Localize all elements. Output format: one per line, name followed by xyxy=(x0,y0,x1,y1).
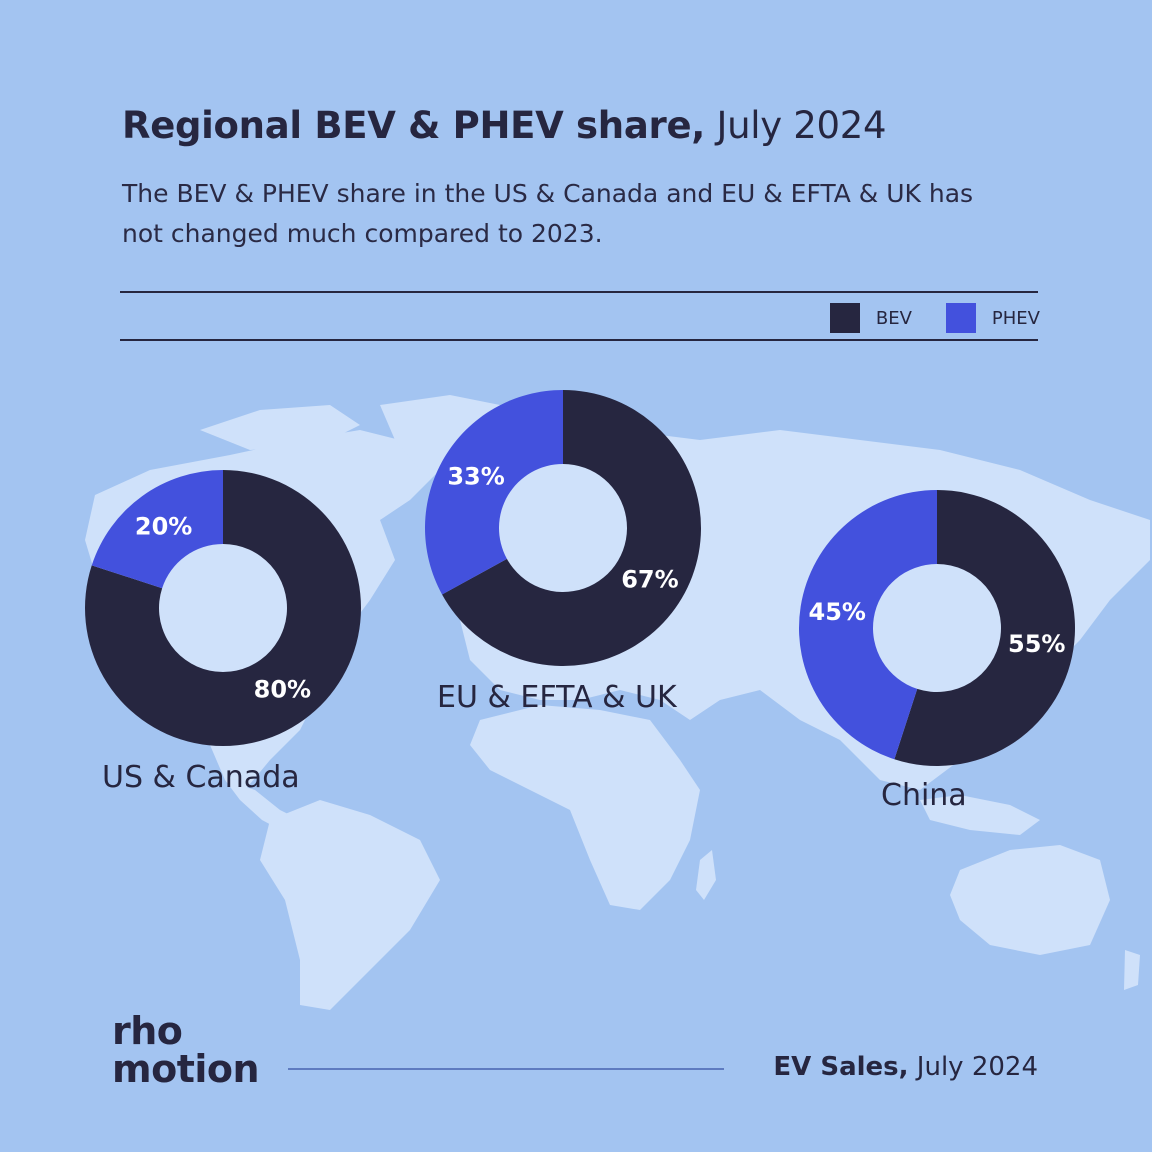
region-label-eu-efta-uk: EU & EFTA & UK xyxy=(437,680,677,715)
legend-item-phev: PHEV xyxy=(945,303,1040,333)
donut-slice-us-canada-phev xyxy=(91,470,223,589)
map-madagascar xyxy=(696,850,716,900)
donut-label-us-canada-phev: 20% xyxy=(135,512,192,540)
logo-line-1: rho xyxy=(112,1009,183,1053)
footer-source-bold: EV Sales, xyxy=(773,1052,909,1082)
footer-source: EV Sales, July 2024 xyxy=(773,1052,1038,1082)
region-label-china: China xyxy=(881,778,967,813)
chart-title: Regional BEV & PHEV share, July 2024 xyxy=(122,104,887,147)
legend: BEV PHEV xyxy=(829,303,1040,333)
map-new-zealand xyxy=(1124,950,1140,990)
donut-slice-china-phev xyxy=(799,490,937,760)
legend-item-bev: BEV xyxy=(829,303,912,333)
donut-label-eu-efta-uk-phev: 33% xyxy=(447,463,504,491)
donut-slice-us-canada-bev xyxy=(85,470,362,747)
legend-bottom-rule xyxy=(120,339,1038,341)
map-southeast-asia-islands xyxy=(920,795,1040,835)
legend-label-phev: PHEV xyxy=(991,307,1040,329)
region-label-us-canada: US & Canada xyxy=(102,760,300,795)
rho-motion-logo: rho motion xyxy=(112,1009,260,1091)
footer-source-light: July 2024 xyxy=(916,1052,1038,1082)
donut-label-eu-efta-uk-bev: 67% xyxy=(621,565,678,593)
map-australia xyxy=(950,845,1110,955)
legend-swatch-bev xyxy=(829,303,860,333)
donut-label-us-canada-bev: 80% xyxy=(254,676,311,704)
legend-label-bev: BEV xyxy=(875,307,912,329)
title-light: July 2024 xyxy=(716,104,887,147)
chart-subtitle: The BEV & PHEV share in the US & Canada … xyxy=(122,179,974,248)
map-arctic-islands xyxy=(200,405,360,450)
legend-swatch-phev xyxy=(945,303,976,333)
footer-rule xyxy=(288,1068,724,1070)
legend-top-rule xyxy=(120,291,1038,293)
map-south-america xyxy=(260,800,440,1010)
donut-slice-eu-efta-uk-phev xyxy=(424,390,563,595)
map-africa xyxy=(470,705,700,910)
title-bold: Regional BEV & PHEV share, xyxy=(122,104,705,147)
donut-slice-china-bev xyxy=(894,490,1076,767)
donut-label-china-phev: 45% xyxy=(809,598,866,626)
donut-label-china-bev: 55% xyxy=(1008,630,1065,658)
logo-line-2: motion xyxy=(112,1047,260,1091)
donut-slice-eu-efta-uk-bev xyxy=(442,390,701,667)
